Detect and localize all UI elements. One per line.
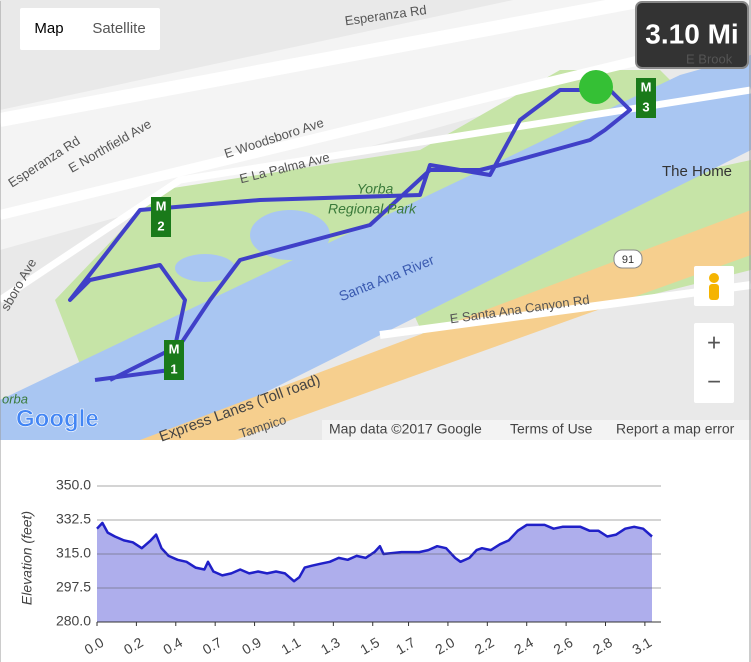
satellite-button[interactable]: Satellite	[92, 20, 145, 37]
x-tick-label: 0.4	[160, 634, 185, 658]
x-tick-label: 1.3	[318, 634, 343, 658]
x-tick-label: 3.1	[629, 634, 654, 658]
road-label: E Brook	[686, 51, 733, 66]
mile-marker-number: 2	[157, 218, 164, 233]
elevation-line	[96, 521, 653, 583]
route	[68, 88, 632, 382]
pegman-icon	[709, 284, 719, 300]
x-tick-label: 0.0	[81, 634, 106, 658]
map-data: Map data ©2017 Google	[329, 421, 482, 437]
map-type-control	[20, 8, 160, 50]
x-tick-label: 0.7	[200, 634, 225, 658]
footer-bg	[322, 420, 751, 440]
lake	[250, 210, 330, 260]
lake	[175, 254, 235, 282]
mile-marker-letter: M	[156, 198, 167, 213]
elevation-area	[97, 522, 652, 622]
park-east	[380, 160, 751, 350]
road	[0, 0, 682, 127]
y-tick-label: 280.0	[56, 613, 91, 629]
road	[0, 55, 642, 220]
zoom-in[interactable]: +	[707, 329, 721, 356]
x-tick-label: 0.2	[121, 634, 146, 658]
map-button[interactable]: Map	[34, 20, 63, 37]
x-tick-label: 0.9	[239, 634, 264, 658]
distance: 3.10 Mi	[645, 18, 738, 49]
river	[0, 55, 751, 440]
google-logo: Google	[16, 405, 99, 432]
zoom-control	[694, 323, 734, 403]
mile-marker	[636, 78, 656, 118]
place-label: The Home	[662, 163, 732, 180]
pegman-icon	[709, 273, 719, 283]
elevation-chart: 280.0 297.5 315.0 332.5 350.0 0.0 0.2 0.4 0.7 0.9…	[56, 477, 661, 658]
x-tick-label: 2.4	[511, 634, 536, 658]
park-label: Regional Park	[328, 201, 417, 217]
y-axis-label: Elevation (feet)	[19, 511, 35, 605]
road	[379, 281, 751, 339]
mile-marker-letter: M	[169, 341, 180, 356]
mile-marker-letter: M	[641, 79, 652, 94]
mile-marker-number: 3	[642, 99, 649, 114]
x-tick-label: 2.0	[432, 634, 457, 658]
route-label: 91	[622, 254, 634, 266]
route-shield	[613, 249, 643, 269]
mile-marker-number: 1	[170, 361, 177, 376]
x-tick-label: 1.5	[357, 634, 382, 658]
zoom-out[interactable]: −	[707, 368, 721, 395]
x-tick-label: 2.8	[590, 634, 615, 658]
mile-marker	[151, 197, 171, 237]
x-tick-label: 1.1	[278, 634, 303, 658]
mile-markers: M 1 M 2 M 3	[151, 78, 656, 380]
park-label: orba	[2, 391, 28, 406]
x-tick-label: 2.2	[472, 634, 497, 658]
report-link[interactable]: Report a map error	[616, 421, 735, 437]
y-tick-label: 297.5	[56, 579, 91, 595]
terms-link[interactable]: Terms of Use	[510, 421, 593, 437]
y-tick-label: 315.0	[56, 545, 91, 561]
x-tick-label: 1.7	[393, 634, 418, 658]
park-label: Yorba	[357, 181, 394, 197]
distance-box	[635, 1, 749, 69]
mile-marker	[164, 340, 184, 380]
x-tick-label: 2.6	[551, 634, 576, 658]
map: Map Satellite 3.10 Mi Esperanza Rd Esper…	[0, 0, 751, 445]
road	[0, 86, 751, 303]
start-marker	[579, 70, 613, 104]
y-tick-label: 350.0	[56, 477, 91, 493]
y-tick-label: 332.5	[56, 511, 91, 527]
